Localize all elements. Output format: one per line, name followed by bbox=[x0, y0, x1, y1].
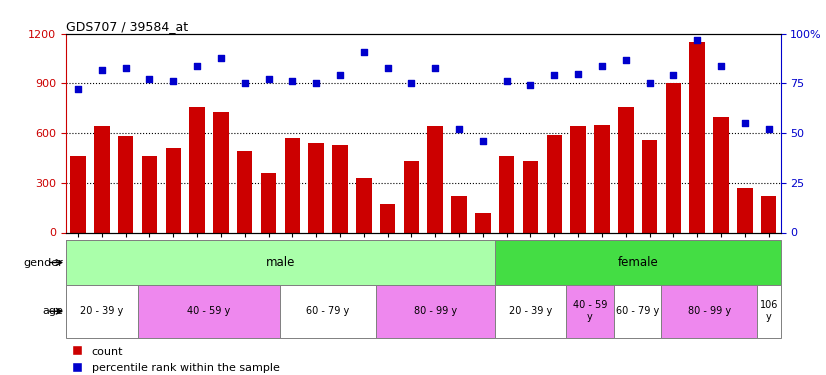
Bar bbox=[261, 173, 276, 232]
Bar bbox=[594, 125, 610, 232]
Bar bbox=[618, 106, 634, 232]
Bar bbox=[137, 285, 280, 338]
Point bbox=[524, 82, 537, 88]
Bar bbox=[118, 136, 133, 232]
Point bbox=[620, 57, 633, 63]
Bar bbox=[142, 156, 157, 232]
Point bbox=[381, 64, 394, 70]
Bar bbox=[404, 161, 419, 232]
Bar bbox=[614, 285, 662, 338]
Point bbox=[643, 81, 656, 87]
Point bbox=[572, 70, 585, 76]
Text: 20 - 39 y: 20 - 39 y bbox=[509, 306, 552, 316]
Bar bbox=[475, 213, 491, 232]
Text: 60 - 79 y: 60 - 79 y bbox=[306, 306, 349, 316]
Bar bbox=[737, 188, 752, 232]
Point bbox=[667, 72, 680, 78]
Point bbox=[191, 63, 204, 69]
Bar bbox=[66, 285, 137, 338]
Bar bbox=[662, 285, 757, 338]
Bar bbox=[642, 140, 657, 232]
Point bbox=[429, 64, 442, 70]
Point bbox=[214, 55, 227, 61]
Point bbox=[238, 81, 251, 87]
Point bbox=[714, 63, 728, 69]
Text: 106
y: 106 y bbox=[759, 300, 778, 322]
Point bbox=[357, 49, 370, 55]
Point bbox=[405, 81, 418, 87]
Bar bbox=[499, 156, 515, 232]
Point bbox=[167, 78, 180, 84]
Bar bbox=[714, 117, 729, 232]
Text: GDS707 / 39584_at: GDS707 / 39584_at bbox=[66, 20, 188, 33]
Bar bbox=[189, 106, 205, 232]
Text: gender: gender bbox=[24, 258, 64, 267]
Point bbox=[286, 78, 299, 84]
Bar bbox=[165, 148, 181, 232]
Text: female: female bbox=[617, 256, 658, 269]
Point bbox=[310, 81, 323, 87]
Point bbox=[262, 76, 275, 82]
Text: 80 - 99 y: 80 - 99 y bbox=[414, 306, 457, 316]
Bar bbox=[380, 204, 396, 232]
Point bbox=[143, 76, 156, 82]
Point bbox=[119, 64, 132, 70]
Point bbox=[334, 72, 347, 78]
Bar bbox=[523, 161, 539, 232]
Bar bbox=[66, 240, 495, 285]
Text: 80 - 99 y: 80 - 99 y bbox=[687, 306, 731, 316]
Bar bbox=[690, 42, 705, 232]
Point bbox=[548, 72, 561, 78]
Text: 40 - 59
y: 40 - 59 y bbox=[573, 300, 607, 322]
Text: 20 - 39 y: 20 - 39 y bbox=[80, 306, 123, 316]
Bar bbox=[547, 135, 562, 232]
Bar bbox=[567, 285, 614, 338]
Text: 40 - 59 y: 40 - 59 y bbox=[188, 306, 230, 316]
Bar bbox=[761, 196, 776, 232]
Bar bbox=[428, 126, 443, 232]
Point bbox=[477, 138, 490, 144]
Point bbox=[762, 126, 776, 132]
Bar bbox=[332, 145, 348, 232]
Bar bbox=[376, 285, 495, 338]
Bar bbox=[213, 112, 229, 232]
Bar bbox=[451, 196, 467, 232]
Point bbox=[71, 86, 84, 92]
Point bbox=[738, 120, 752, 126]
Bar bbox=[70, 156, 86, 232]
Bar bbox=[285, 138, 300, 232]
Bar bbox=[308, 143, 324, 232]
Text: age: age bbox=[43, 306, 64, 316]
Bar bbox=[94, 126, 110, 232]
Bar bbox=[280, 285, 376, 338]
Bar bbox=[356, 178, 372, 232]
Bar bbox=[237, 152, 253, 232]
Point bbox=[500, 78, 513, 84]
Text: 60 - 79 y: 60 - 79 y bbox=[616, 306, 659, 316]
Legend: count, percentile rank within the sample: count, percentile rank within the sample bbox=[72, 346, 279, 373]
Bar bbox=[495, 285, 566, 338]
Bar bbox=[666, 84, 681, 232]
Bar bbox=[571, 126, 586, 232]
Text: male: male bbox=[266, 256, 295, 269]
Point bbox=[95, 66, 108, 72]
Bar bbox=[757, 285, 781, 338]
Point bbox=[453, 126, 466, 132]
Point bbox=[596, 63, 609, 69]
Bar bbox=[495, 240, 781, 285]
Point bbox=[691, 37, 704, 43]
